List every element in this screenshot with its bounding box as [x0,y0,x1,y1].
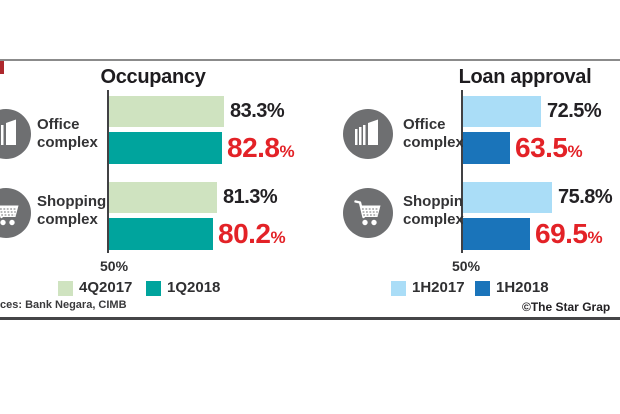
legend-label-1H2018: 1H2018 [496,279,549,296]
shopping-cart-icon [343,188,393,238]
bar-1H2018-shopping-complex [463,218,530,250]
baseline-label-loan-approval: 50% [452,258,481,274]
top-rule [0,59,620,61]
legend-swatch-1Q2018 [146,281,161,296]
bar-1Q2018-office-complex [109,132,222,164]
bar-1H2017-office-complex [463,96,541,127]
office-building-icon [0,109,31,159]
legend-swatch-1H2017 [391,281,406,296]
legend-label-1Q2018: 1Q2018 [167,279,221,296]
bar-4Q2017-shopping-complex [109,182,217,213]
category-label-shopping-complex: Shopping complex [37,193,107,228]
bar-1H2017-shopping-complex [463,182,552,213]
bar-1H2018-office-complex [463,132,510,164]
axis-line-occupancy [107,90,109,253]
value-label-1Q2018-office-complex: 82.8% [227,132,295,163]
legend-swatch-4Q2017 [58,281,73,296]
credit-text: ©The Star Grap [522,300,611,314]
baseline-label-occupancy: 50% [100,258,129,274]
value-label-1H2018-office-complex: 63.5% [515,132,583,163]
value-label-4Q2017-shopping-complex: 81.3% [223,186,278,208]
axis-line-loan-approval [461,90,463,253]
value-label-4Q2017-office-complex: 83.3% [230,100,285,122]
bar-1Q2018-shopping-complex [109,218,213,250]
value-label-1H2017-shopping-complex: 75.8% [558,186,613,208]
red-edge-mark [0,61,4,74]
legend-label-4Q2017: 4Q2017 [79,279,133,296]
category-label-office-complex: Office complex [403,116,464,151]
value-label-1H2017-office-complex: 72.5% [547,100,602,122]
value-label-1Q2018-shopping-complex: 80.2% [218,218,286,249]
chart-title-loan-approval: Loan approval [458,66,592,88]
bar-4Q2017-office-complex [109,96,224,127]
office-building-icon [343,109,393,159]
legend-swatch-1H2018 [475,281,490,296]
chart-title-occupancy: Occupancy [100,66,206,88]
shopping-cart-icon [0,188,31,238]
legend-label-1H2017: 1H2017 [412,279,465,296]
value-label-1H2018-shopping-complex: 69.5% [535,218,603,249]
bottom-rule [0,317,620,320]
category-label-office-complex: Office complex [37,116,98,151]
sources-text: ces: Bank Negara, CIMB [0,299,127,311]
category-label-shopping-complex: Shopping complex [403,193,473,228]
